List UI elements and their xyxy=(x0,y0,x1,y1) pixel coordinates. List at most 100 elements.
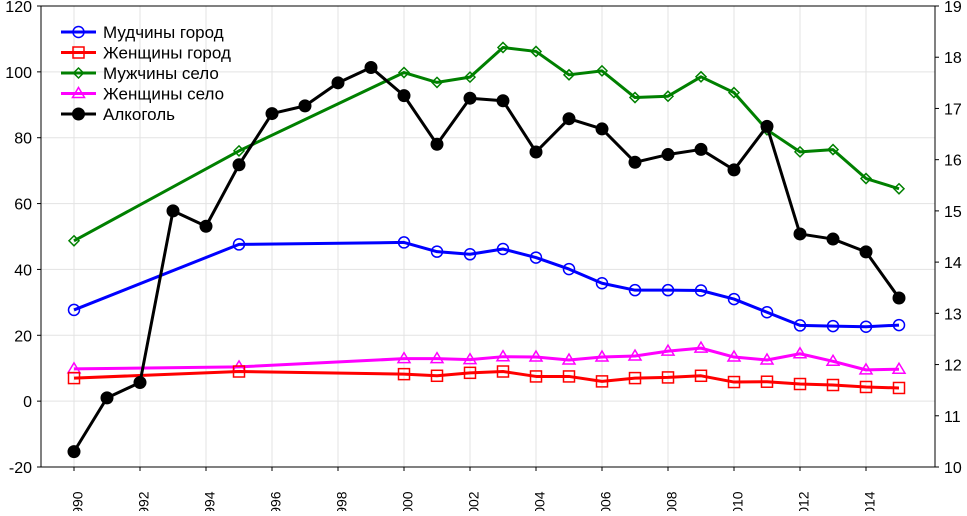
x-tick-label: 2000 xyxy=(400,491,416,511)
y-tick-label: -20 xyxy=(9,460,32,477)
x-tick-label: 1992 xyxy=(136,491,152,511)
data-point xyxy=(67,234,81,247)
data-point xyxy=(562,262,576,276)
x-tick-label: 2002 xyxy=(466,491,482,511)
data-point xyxy=(694,284,708,297)
data-point xyxy=(825,353,841,367)
data-point xyxy=(694,142,708,156)
legend-label: Алкоголь xyxy=(103,105,175,124)
data-point xyxy=(628,91,642,104)
legend-marker xyxy=(72,46,85,59)
x-tick-label: 2004 xyxy=(532,491,548,511)
data-point xyxy=(661,148,675,162)
legend-label: Женщины село xyxy=(103,85,224,104)
y2-tick-label: 19 xyxy=(944,0,962,16)
y2-tick-label: 18 xyxy=(944,50,962,67)
data-point xyxy=(661,90,675,103)
data-point xyxy=(562,112,576,126)
series-line xyxy=(72,65,901,453)
data-point xyxy=(859,380,873,394)
data-point xyxy=(628,155,642,169)
data-point xyxy=(727,86,741,99)
axes: 1990 1992 1994 1996 1998 2000 2002 2004 2006 2008… xyxy=(5,0,962,516)
data-point xyxy=(660,343,676,356)
data-point xyxy=(628,371,642,385)
data-point xyxy=(793,319,807,332)
data-point xyxy=(529,145,543,159)
data-point xyxy=(430,245,444,258)
data-point xyxy=(528,349,544,362)
x-tick-label: 2006 xyxy=(598,491,614,511)
data-point xyxy=(298,99,312,113)
data-point xyxy=(892,182,906,195)
y-tick-label: 100 xyxy=(5,65,32,82)
data-point xyxy=(364,60,378,74)
data-point xyxy=(232,365,246,378)
data-point xyxy=(67,303,81,317)
y-tick-label: 0 xyxy=(23,394,32,411)
y2-tick-label: 13 xyxy=(944,306,962,323)
data-point xyxy=(793,377,807,391)
data-point xyxy=(661,283,675,297)
data-point xyxy=(594,349,610,362)
data-point xyxy=(892,291,906,305)
y2-tick-label: 15 xyxy=(944,204,962,221)
y2-tick-label: 17 xyxy=(944,101,962,118)
data-point xyxy=(496,365,510,378)
data-point xyxy=(232,158,246,172)
data-point xyxy=(561,352,577,365)
data-point xyxy=(462,352,478,365)
x-tick-label: 2012 xyxy=(796,491,812,511)
x-tick-label: 2014 xyxy=(862,491,878,511)
series-4 xyxy=(67,60,906,459)
data-point xyxy=(595,277,609,290)
x-tick-label: 1994 xyxy=(202,491,218,511)
data-point xyxy=(892,381,906,395)
data-point xyxy=(859,245,873,259)
data-point xyxy=(826,143,840,156)
data-point xyxy=(661,371,675,384)
data-point xyxy=(463,91,477,105)
data-point xyxy=(496,242,510,256)
data-point xyxy=(727,292,741,306)
data-point xyxy=(396,351,412,364)
data-point xyxy=(430,369,444,383)
legend-marker xyxy=(72,107,85,121)
legend-marker xyxy=(72,25,85,39)
y2-tick-label: 10 xyxy=(944,460,962,477)
data-point xyxy=(826,378,840,392)
y-tick-label: 120 xyxy=(5,0,32,16)
data-point xyxy=(463,366,477,380)
y-tick-label: 20 xyxy=(14,328,32,345)
legend-marker xyxy=(71,86,86,99)
series-line xyxy=(73,370,900,390)
data-point xyxy=(628,283,642,297)
y-tick-label: 60 xyxy=(14,197,32,214)
legend-marker xyxy=(72,66,85,80)
data-point xyxy=(793,145,807,158)
data-point xyxy=(859,320,873,333)
data-point xyxy=(430,137,444,151)
data-point xyxy=(232,238,246,251)
series-0 xyxy=(67,236,906,333)
data-point xyxy=(331,76,345,90)
data-point xyxy=(463,71,477,84)
data-point xyxy=(232,144,246,157)
data-point xyxy=(397,367,411,381)
legend-label: Женщины город xyxy=(103,44,231,63)
data-point xyxy=(397,66,411,79)
legend-label: Мужчины село xyxy=(103,64,219,83)
data-point xyxy=(529,45,543,58)
series-line xyxy=(73,240,900,329)
data-point xyxy=(727,375,741,389)
data-point xyxy=(166,204,180,218)
data-point xyxy=(595,64,609,77)
data-point xyxy=(265,107,279,121)
data-point xyxy=(891,361,907,374)
data-point xyxy=(727,163,741,177)
data-point xyxy=(760,375,774,388)
data-point xyxy=(826,232,840,246)
x-tick-label: 2008 xyxy=(664,491,680,511)
data-point xyxy=(397,236,411,249)
